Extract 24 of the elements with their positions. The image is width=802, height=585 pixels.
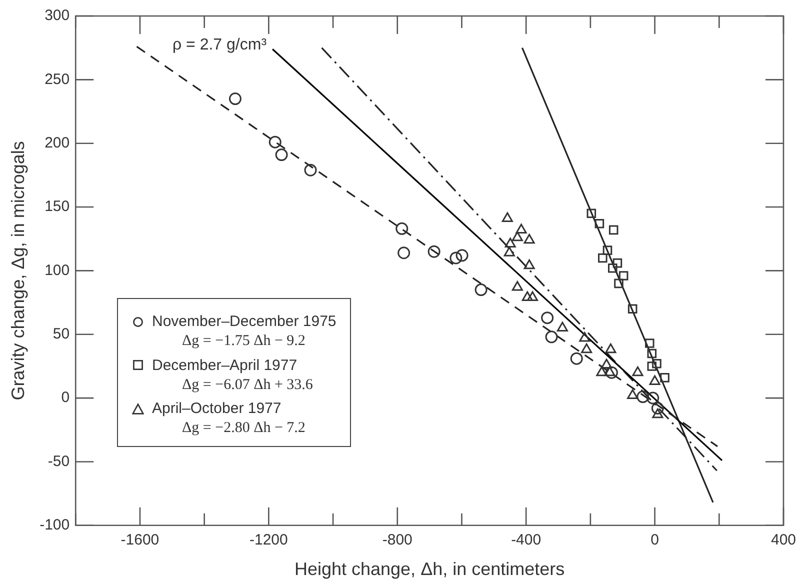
legend-label: April–October 1977 bbox=[152, 400, 282, 418]
x-tick-label: -1600 bbox=[120, 532, 160, 549]
y-tick-label: -50 bbox=[48, 452, 70, 470]
y-tick-label: 50 bbox=[52, 326, 70, 343]
legend-label: December–April 1977 bbox=[152, 356, 298, 374]
x-tick-label: 0 bbox=[650, 532, 659, 549]
y-tick-label: 300 bbox=[44, 7, 70, 24]
annotation: Δg = −2.80 Δh − 7.2 bbox=[182, 420, 306, 438]
annotation: Δg = −1.75 Δh − 9.2 bbox=[182, 333, 306, 350]
y-tick-label: 100 bbox=[44, 262, 70, 279]
annotation: ρ = 2.7 g/cm³ bbox=[172, 36, 268, 54]
y-axis-title: Gravity change, Δg, in microgals bbox=[8, 141, 28, 400]
y-tick-label: 200 bbox=[44, 134, 70, 152]
x-tick-label: -400 bbox=[511, 532, 542, 549]
x-tick-label: -1200 bbox=[249, 532, 288, 549]
y-tick-label: 250 bbox=[44, 70, 70, 88]
y-tick-label: -100 bbox=[40, 516, 70, 534]
x-axis-title: Height change, Δh, in centimeters bbox=[294, 559, 565, 580]
x-tick-label: -800 bbox=[382, 532, 412, 549]
annotation: Δg = −6.07 Δh + 33.6 bbox=[182, 376, 314, 394]
x-tick-label: 400 bbox=[770, 532, 796, 549]
y-tick-label: 150 bbox=[44, 198, 70, 216]
legend-label: November–December 1975 bbox=[152, 313, 336, 330]
y-tick-label: 0 bbox=[61, 389, 70, 406]
